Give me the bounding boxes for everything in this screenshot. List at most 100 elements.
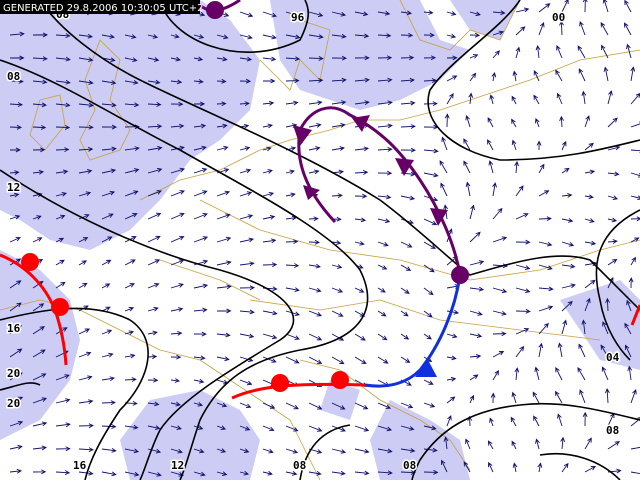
wind-arrow — [147, 306, 159, 312]
wind-arrow — [423, 101, 438, 107]
wind-arrow — [400, 77, 415, 83]
wind-arrow — [488, 461, 494, 473]
wind-arrow — [584, 437, 592, 450]
wind-arrow — [624, 322, 632, 335]
wind-arrow — [446, 355, 457, 361]
wind-arrow — [515, 264, 531, 270]
wind-arrow — [354, 77, 370, 83]
isobar-label: 08 — [293, 459, 306, 472]
wind-arrow — [377, 448, 393, 454]
wind-arrow — [331, 123, 346, 128]
wind-arrow — [147, 282, 160, 289]
wind-arrow — [32, 349, 46, 358]
wind-arrow — [354, 425, 370, 432]
wind-arrow — [170, 235, 185, 243]
wind-arrow — [78, 375, 93, 381]
wind-arrow — [515, 328, 530, 335]
wind-arrow — [512, 462, 518, 473]
wind-arrow — [630, 121, 640, 128]
wind-arrow — [604, 388, 610, 404]
wind-arrow — [216, 308, 232, 314]
wind-arrow — [308, 146, 321, 151]
wind-arrow — [193, 471, 206, 477]
wind-arrow — [262, 425, 275, 432]
wind-arrow — [9, 79, 24, 84]
wind-arrow — [490, 392, 496, 404]
wind-arrow — [630, 148, 640, 154]
wind-arrow — [216, 213, 231, 220]
wind-arrow — [532, 391, 540, 404]
wind-arrow — [511, 391, 517, 404]
wind-arrow — [331, 193, 343, 199]
wind-arrow — [262, 34, 277, 40]
wind-arrow — [469, 54, 479, 59]
wind-arrow — [584, 115, 590, 128]
wind-arrow — [423, 310, 433, 318]
wind-arrow — [469, 286, 485, 292]
wind-arrow — [9, 325, 22, 335]
wind-arrow — [463, 461, 471, 473]
wind-arrow — [239, 261, 255, 267]
wind-arrow — [147, 102, 162, 107]
wind-arrow — [216, 356, 230, 362]
wind-arrow — [515, 345, 525, 358]
wind-arrow — [535, 45, 541, 59]
wind-arrow — [607, 258, 618, 266]
wind-arrow — [9, 31, 25, 37]
wind-arrow — [216, 260, 232, 266]
wind-arrow — [9, 372, 23, 381]
wind-arrow — [561, 192, 573, 198]
wind-arrow — [400, 425, 415, 431]
wind-arrow — [354, 402, 369, 410]
wind-arrow — [239, 448, 250, 453]
wind-arrow — [400, 147, 416, 153]
wind-arrow — [124, 448, 140, 454]
wind-arrow — [487, 440, 494, 450]
wind-arrow — [32, 373, 47, 381]
wind-arrow — [101, 102, 117, 108]
wind-arrow — [308, 216, 319, 222]
wind-arrow — [607, 90, 613, 105]
wind-arrow — [124, 306, 135, 312]
wind-arrow — [607, 239, 618, 244]
wind-arrow — [101, 124, 118, 130]
wind-arrow — [602, 0, 609, 13]
wind-arrow — [510, 416, 517, 427]
wind-arrow — [124, 259, 136, 266]
wind-arrow — [627, 365, 633, 381]
wind-arrow — [124, 190, 139, 197]
wind-arrow — [285, 239, 299, 245]
wind-arrow — [423, 10, 434, 15]
wind-arrow — [239, 425, 251, 431]
wind-arrow — [239, 309, 255, 315]
wind-arrow — [239, 56, 253, 62]
wind-arrow — [308, 100, 323, 106]
wind-arrow — [78, 423, 94, 429]
isobar-label: 00 — [552, 11, 565, 24]
wind-arrow — [262, 11, 277, 18]
wind-arrow — [170, 378, 181, 383]
wind-arrow — [147, 235, 161, 243]
wind-arrow — [439, 160, 448, 174]
wind-arrow — [170, 425, 182, 431]
wind-arrow — [78, 237, 89, 243]
wind-arrow — [170, 283, 184, 289]
wind-arrow — [577, 45, 586, 59]
wind-arrow — [630, 471, 640, 476]
wind-arrow — [9, 468, 22, 474]
wind-arrow — [354, 333, 366, 341]
wind-arrow — [216, 123, 228, 129]
wind-arrow — [400, 55, 415, 61]
isobar-label: 12 — [171, 459, 184, 472]
wind-arrow — [308, 11, 324, 18]
wind-arrow — [124, 377, 137, 382]
wind-arrow — [561, 241, 575, 247]
wind-arrow — [147, 448, 162, 454]
wind-arrow — [9, 236, 21, 243]
wind-arrow — [147, 145, 163, 151]
wind-arrow — [400, 333, 410, 340]
wind-arrow — [492, 287, 508, 294]
wind-arrow — [193, 34, 205, 39]
wind-arrow — [468, 92, 474, 105]
